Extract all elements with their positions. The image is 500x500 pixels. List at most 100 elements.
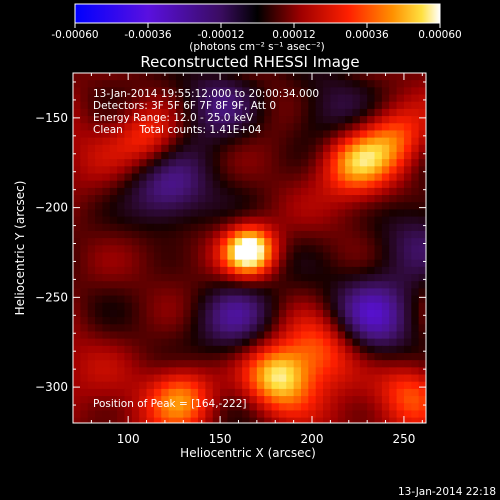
heatmap-cell xyxy=(381,252,390,261)
heatmap-cell xyxy=(117,73,126,81)
heatmap-cell xyxy=(124,353,133,361)
heatmap-cell xyxy=(278,173,287,182)
heatmap-cell xyxy=(264,274,273,282)
heatmap-cell xyxy=(87,116,96,124)
heatmap-cell xyxy=(418,252,426,261)
heatmap-cell xyxy=(234,151,243,160)
heatmap-cell xyxy=(117,159,126,167)
heatmap-cell xyxy=(146,288,155,297)
heatmap-cell xyxy=(73,345,81,354)
heatmap-cell xyxy=(396,187,405,196)
heatmap-cell xyxy=(308,288,317,297)
heatmap-cell xyxy=(80,151,89,160)
heatmap-cell xyxy=(293,353,302,361)
annotation-detectors: Detectors: 3F 5F 6F 7F 8F 9F, Att 0 xyxy=(93,100,276,112)
heatmap-cell xyxy=(124,331,133,340)
heatmap-cell xyxy=(374,166,383,175)
heatmap-cell xyxy=(161,331,170,340)
heatmap-cell xyxy=(242,187,251,196)
heatmap-cell xyxy=(220,388,229,397)
heatmap-cell xyxy=(300,309,309,318)
heatmap-cell xyxy=(374,87,383,96)
heatmap-cell xyxy=(308,245,317,254)
heatmap-cell xyxy=(389,87,398,96)
heatmap-cell xyxy=(95,223,104,232)
heatmap-cell xyxy=(264,338,273,347)
heatmap-cell xyxy=(330,130,339,139)
heatmap-cell xyxy=(146,202,155,211)
heatmap-cell xyxy=(139,295,148,304)
heatmap-cell xyxy=(345,259,354,268)
heatmap-cell xyxy=(109,317,118,325)
heatmap-cell xyxy=(293,223,302,232)
heatmap-cell xyxy=(293,374,302,383)
heatmap-cell xyxy=(359,353,368,361)
heatmap-cell xyxy=(124,302,133,311)
heatmap-cell xyxy=(198,80,206,88)
heatmap-cell xyxy=(396,216,405,225)
heatmap-cell xyxy=(381,302,390,311)
heatmap-cell xyxy=(190,223,199,232)
heatmap-cell xyxy=(131,173,140,182)
heatmap-cell xyxy=(300,238,309,246)
colorbar-tick-label: 0.00060 xyxy=(418,29,461,41)
heatmap-cell xyxy=(300,367,309,376)
heatmap-cell xyxy=(330,302,339,311)
heatmap-cell xyxy=(234,195,243,203)
heatmap-cell xyxy=(87,302,96,311)
heatmap-cell xyxy=(293,166,302,175)
heatmap-cell xyxy=(315,238,324,246)
heatmap-cell xyxy=(426,245,434,253)
heatmap-cell xyxy=(293,331,302,340)
heatmap-cell xyxy=(403,151,412,160)
heatmap-cell xyxy=(381,230,390,239)
heatmap-cell xyxy=(315,159,324,167)
heatmap-cell xyxy=(168,101,177,110)
heatmap-cell xyxy=(153,101,162,110)
heatmap-cell xyxy=(330,101,339,110)
heatmap-cell xyxy=(411,345,420,354)
heatmap-cell xyxy=(80,425,88,433)
heatmap-cell xyxy=(389,94,398,103)
x-tick-label: 150 xyxy=(209,432,232,446)
heatmap-cell xyxy=(117,209,126,218)
heatmap-cell xyxy=(227,288,236,297)
heatmap-cell xyxy=(315,230,324,239)
heatmap-cell xyxy=(293,345,302,354)
heatmap-cell xyxy=(411,302,420,311)
heatmap-cell xyxy=(337,230,346,239)
heatmap-cell xyxy=(264,367,273,376)
heatmap-cell xyxy=(278,94,287,103)
heatmap-cell xyxy=(389,266,398,275)
heatmap-cell xyxy=(278,396,287,404)
heatmap-cell xyxy=(95,108,104,117)
heatmap-cell xyxy=(293,94,302,103)
heatmap-cell xyxy=(212,80,221,88)
heatmap-cell xyxy=(264,381,273,390)
heatmap-cell xyxy=(153,180,162,189)
heatmap-cell xyxy=(95,187,104,196)
heatmap-cell xyxy=(80,338,89,347)
heatmap-cell xyxy=(175,223,184,232)
heatmap-cell xyxy=(227,367,236,376)
heatmap-cell xyxy=(87,324,96,333)
heatmap-cell xyxy=(168,374,177,383)
heatmap-cell xyxy=(242,302,251,311)
heatmap-cell xyxy=(190,144,199,153)
heatmap-cell xyxy=(278,130,287,139)
heatmap-cell xyxy=(249,295,258,304)
heatmap-cell xyxy=(212,245,221,254)
heatmap-cell xyxy=(249,417,258,423)
heatmap-cell xyxy=(220,338,229,347)
heatmap-cell xyxy=(286,73,295,81)
heatmap-cell xyxy=(352,166,361,175)
heatmap-cell xyxy=(95,144,104,153)
heatmap-cell xyxy=(278,266,287,275)
heatmap-cell xyxy=(73,353,81,361)
heatmap-cell xyxy=(153,403,162,412)
heatmap-cell xyxy=(198,252,206,261)
heatmap-cell xyxy=(396,80,405,88)
heatmap-cell xyxy=(87,345,96,354)
heatmap-cell xyxy=(359,94,368,103)
heatmap-cell xyxy=(300,159,309,167)
